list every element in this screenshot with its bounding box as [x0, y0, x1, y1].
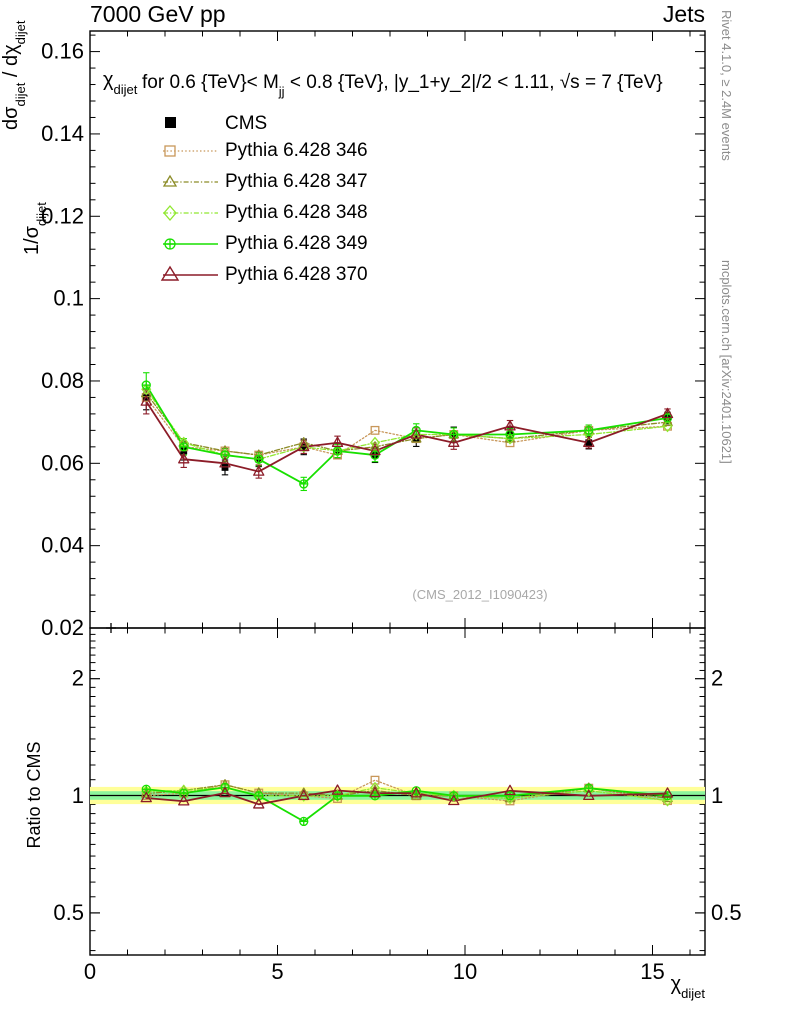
svg-text:Pythia 6.428 346: Pythia 6.428 346: [225, 140, 368, 161]
svg-text:CMS: CMS: [225, 113, 267, 134]
svg-text:7000 GeV pp: 7000 GeV pp: [90, 1, 226, 27]
svg-text:Jets: Jets: [663, 1, 705, 27]
svg-text:(CMS_2012_I1090423): (CMS_2012_I1090423): [412, 587, 547, 602]
svg-text:mcplots.cern.ch [arXiv:2401.10: mcplots.cern.ch [arXiv:2401.10621]: [719, 260, 734, 464]
svg-text:0.02: 0.02: [41, 615, 84, 640]
svg-text:Rivet 4.1.0, ≥ 2.4M events: Rivet 4.1.0, ≥ 2.4M events: [719, 10, 734, 161]
svg-text:0.14: 0.14: [41, 121, 84, 146]
svg-text:2: 2: [72, 666, 84, 691]
svg-text:0.16: 0.16: [41, 39, 84, 64]
svg-text:Pythia 6.428 370: Pythia 6.428 370: [225, 264, 368, 285]
svg-text:5: 5: [271, 959, 283, 984]
svg-text:0.1: 0.1: [53, 286, 84, 311]
svg-text:0: 0: [84, 959, 96, 984]
svg-text:1: 1: [72, 783, 84, 808]
svg-text:Ratio to CMS: Ratio to CMS: [24, 741, 44, 848]
svg-text:0.5: 0.5: [53, 900, 84, 925]
svg-text:0.08: 0.08: [41, 368, 84, 393]
svg-text:Pythia 6.428 348: Pythia 6.428 348: [225, 202, 368, 223]
svg-text:0.06: 0.06: [41, 450, 84, 475]
svg-text:10: 10: [453, 959, 477, 984]
svg-text:Pythia 6.428 347: Pythia 6.428 347: [225, 171, 368, 192]
svg-text:0.04: 0.04: [41, 533, 84, 558]
svg-text:15: 15: [640, 959, 664, 984]
svg-text:Pythia 6.428 349: Pythia 6.428 349: [225, 233, 368, 254]
svg-text:0.5: 0.5: [711, 900, 742, 925]
svg-text:2: 2: [711, 666, 723, 691]
svg-text:1: 1: [711, 783, 723, 808]
